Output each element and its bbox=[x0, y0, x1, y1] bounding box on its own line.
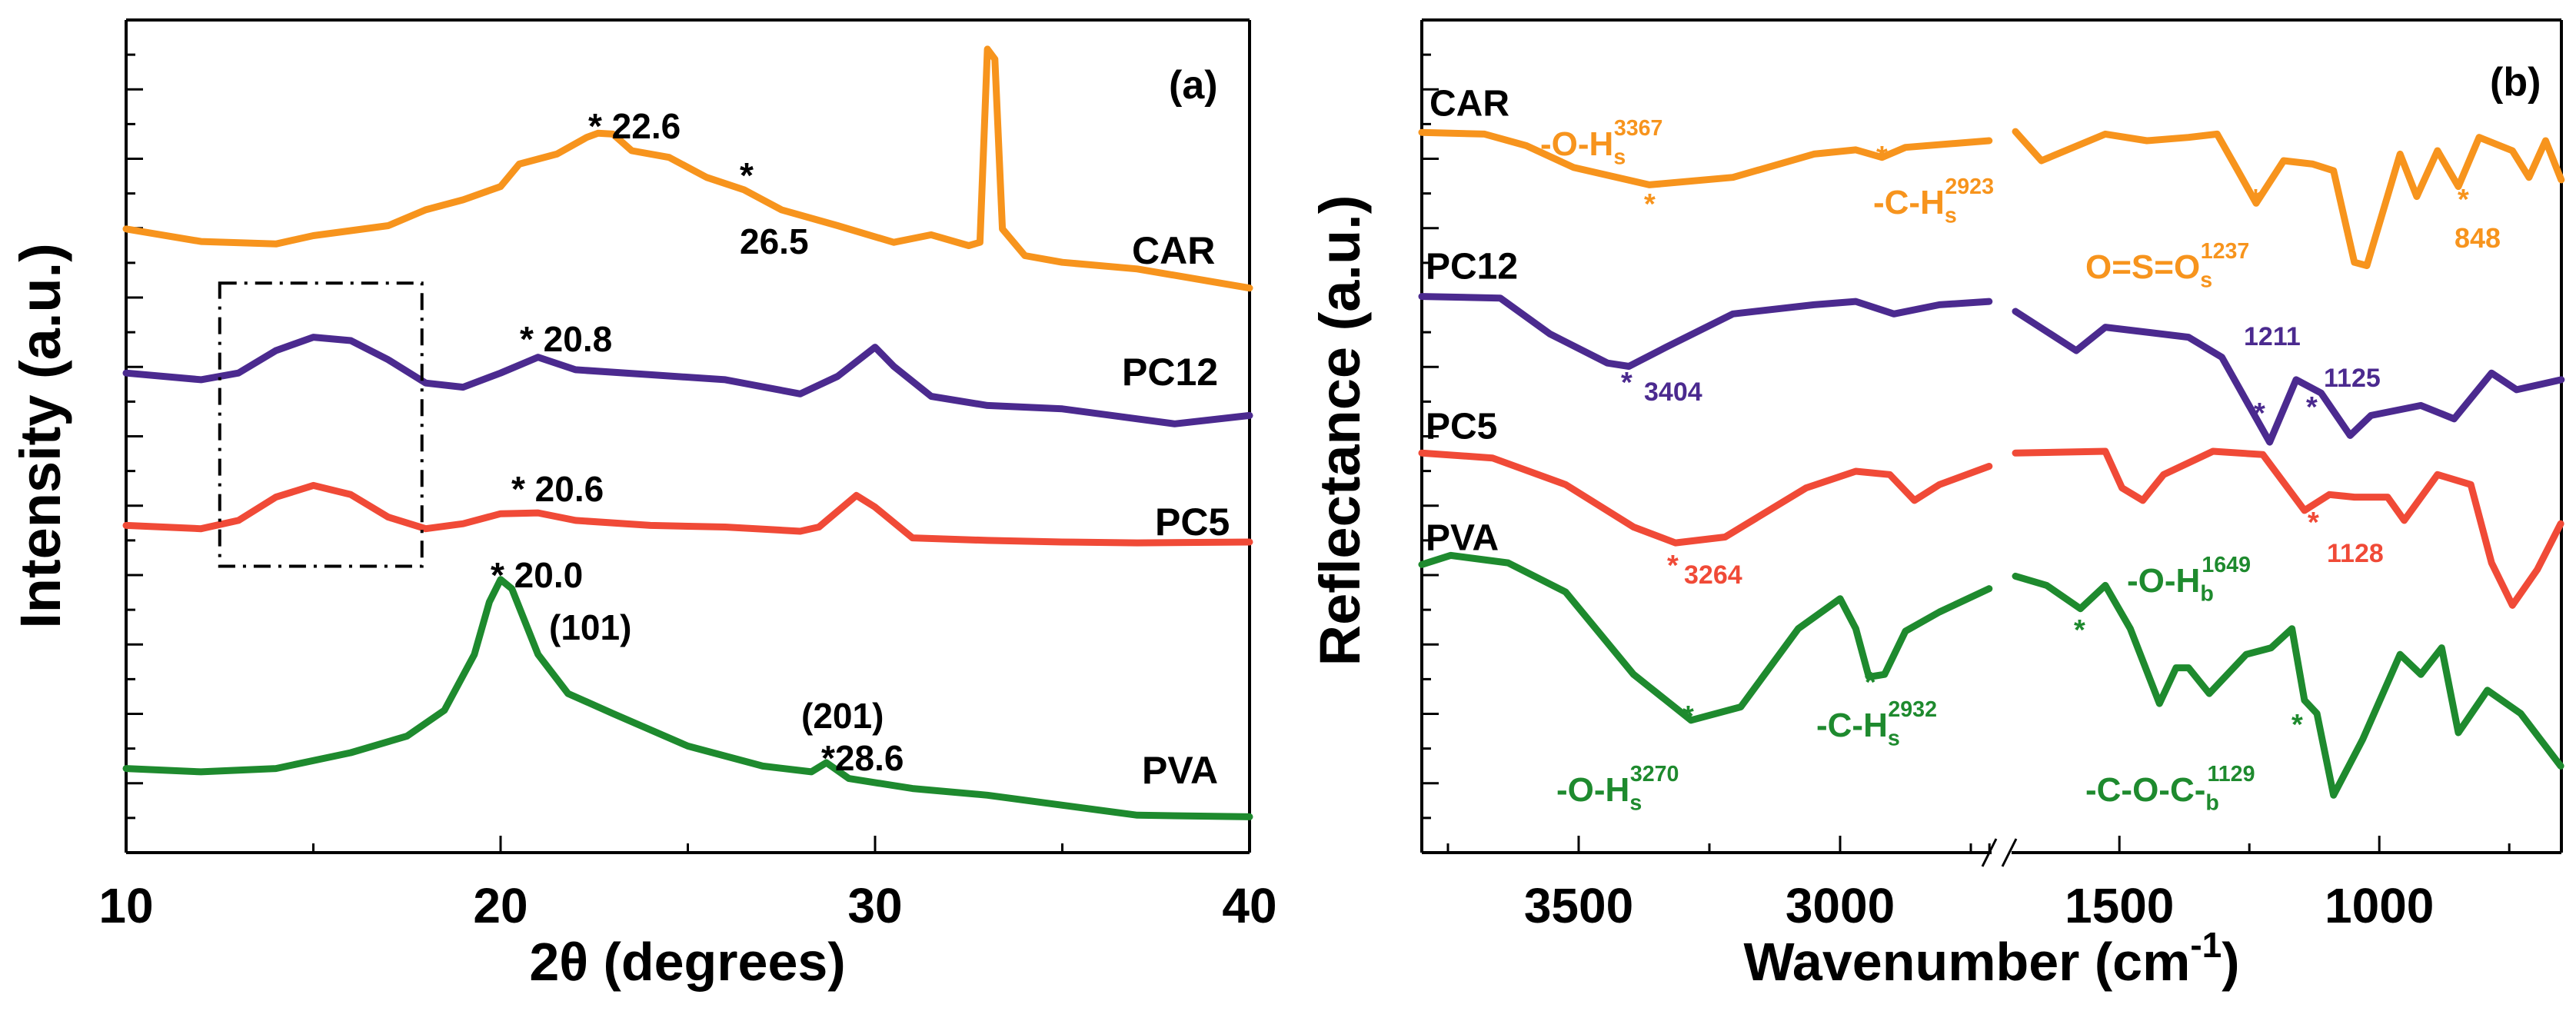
x-label-main: Wavenumber (cm bbox=[1743, 932, 2190, 992]
panel-a-x-tick-label: 40 bbox=[1222, 878, 1276, 933]
panel-b-series-pva-line bbox=[1418, 551, 1993, 724]
panel-b-annotation: * bbox=[1621, 367, 1632, 399]
panel-b-annotation: * bbox=[2308, 507, 2319, 539]
panel-a-series-pc5-line bbox=[122, 481, 1253, 547]
panel-b-annotation: * bbox=[2074, 614, 2085, 647]
series-label-pc12: PC12 bbox=[1122, 351, 1218, 394]
panel-b-annotation: 3404 bbox=[1644, 377, 1702, 407]
series-label-pva: PVA bbox=[1142, 749, 1218, 792]
panel-b-annotation: * bbox=[2250, 184, 2261, 216]
panel-b-series-car-line bbox=[1418, 128, 1993, 188]
panel-a-annotation: * 22.6 bbox=[588, 106, 681, 146]
panel-b-x-tick-label: 3500 bbox=[1524, 878, 1633, 933]
x-label-end: ) bbox=[2222, 932, 2239, 992]
panel-b-annotation: -O-Hs3270 bbox=[1556, 762, 1679, 815]
panel-a-x-tick-label: 30 bbox=[847, 878, 902, 933]
panel-b-annotation: -O-Hb1649 bbox=[2127, 553, 2251, 606]
panel-b-annotation: * bbox=[1667, 550, 1679, 582]
panel-b-annotation: * bbox=[1876, 141, 1888, 173]
series-label-pc5: PC5 bbox=[1155, 501, 1230, 544]
panel-a-annotation: * 20.6 bbox=[511, 469, 604, 509]
panel-b-x-tick-label: 1000 bbox=[2325, 878, 2434, 933]
panel-b-annotation: * bbox=[1865, 667, 1876, 699]
panel-b-series-pva-line bbox=[2012, 572, 2564, 799]
panel-b-annotation: -C-Hs2923 bbox=[1873, 175, 1994, 228]
panel-a-annotation: (201) bbox=[801, 696, 884, 736]
series-label-pc5: PC5 bbox=[1426, 407, 1497, 447]
panel-a-y-axis-label: Intensity (a.u.) bbox=[8, 243, 72, 629]
panel-a-label: (a) bbox=[1169, 63, 1218, 108]
panel-a-annotation: * bbox=[740, 155, 754, 195]
panel-b-x-tick-label: 1500 bbox=[2065, 878, 2174, 933]
panel-a-x-tick-label: 20 bbox=[473, 878, 528, 933]
panel-a-series-pc12-line bbox=[122, 334, 1253, 427]
panel-b-annotation: -O-Hs3367 bbox=[1540, 116, 1662, 169]
series-label-car: CAR bbox=[1429, 84, 1509, 125]
panel-a-annotation: *28.6 bbox=[821, 738, 904, 778]
panel-b-annotation: 848 bbox=[2455, 222, 2501, 254]
panel-b-annotation: * bbox=[1644, 188, 1656, 221]
panel-a-xrd-chart: (a) 2θ (degrees) Intensity (a.u.) CAR PC1… bbox=[8, 18, 1277, 992]
panel-b-x-axis-label: Wavenumber (cm-1) bbox=[1743, 925, 2239, 992]
panel-b-annotation: * bbox=[2291, 709, 2303, 741]
panel-b-series-car-line bbox=[2012, 128, 2565, 269]
panel-a-x-axis-label: 2θ (degrees) bbox=[529, 932, 845, 992]
panel-b-series-pc12-line bbox=[2012, 308, 2565, 446]
series-label-car: CAR bbox=[1132, 229, 1215, 272]
panel-a-series-car-line bbox=[122, 45, 1253, 292]
series-label-pc12: PC12 bbox=[1426, 247, 1518, 288]
panel-b-annotation: 1125 bbox=[2324, 364, 2381, 393]
axis-break-mark bbox=[2001, 838, 2018, 867]
panel-b-annotation: O=S=Os1237 bbox=[2085, 239, 2249, 292]
panel-b-x-tick-label: 3000 bbox=[1786, 878, 1895, 933]
panel-b-y-axis-label: Reflectance (a.u.) bbox=[1308, 195, 1372, 667]
panel-b-annotation: 3264 bbox=[1684, 560, 1742, 590]
panel-b-series-pc12-line bbox=[1418, 293, 1993, 370]
series-label-pva: PVA bbox=[1426, 518, 1499, 559]
panel-b-annotation: * bbox=[2254, 397, 2265, 430]
panel-b-annotation: -C-Hs2932 bbox=[1816, 697, 1937, 750]
panel-b-ftir-chart: (b) Wavenumber (cm-1) Reflectance (a.u.)… bbox=[1308, 18, 2565, 992]
panel-b-series-pc5-line bbox=[2012, 447, 2564, 609]
panel-b-series-pc5-line bbox=[1418, 449, 1993, 547]
panel-a-annotation: * 20.8 bbox=[520, 319, 612, 359]
x-label-superscript: -1 bbox=[2190, 925, 2222, 965]
panel-b-annotation: 1211 bbox=[2244, 322, 2301, 351]
panel-b-annotation: * bbox=[2306, 391, 2318, 424]
panel-a-x-tick-label: 10 bbox=[98, 878, 153, 933]
panel-b-annotation: 1128 bbox=[2327, 539, 2384, 568]
panel-a-annotation: (101) bbox=[549, 607, 631, 647]
panel-a-annotation: * 20.0 bbox=[491, 555, 583, 595]
panel-b-annotation: -C-O-C-b1129 bbox=[2085, 762, 2255, 815]
panel-a-annotation: 26.5 bbox=[740, 221, 809, 261]
panel-a-series-pva-line bbox=[122, 576, 1253, 820]
panel-b-annotation: * bbox=[2458, 184, 2469, 216]
panel-b-label: (b) bbox=[2490, 60, 2541, 105]
highlight-box bbox=[218, 281, 424, 568]
panel-b-annotation: * bbox=[1682, 700, 1694, 733]
